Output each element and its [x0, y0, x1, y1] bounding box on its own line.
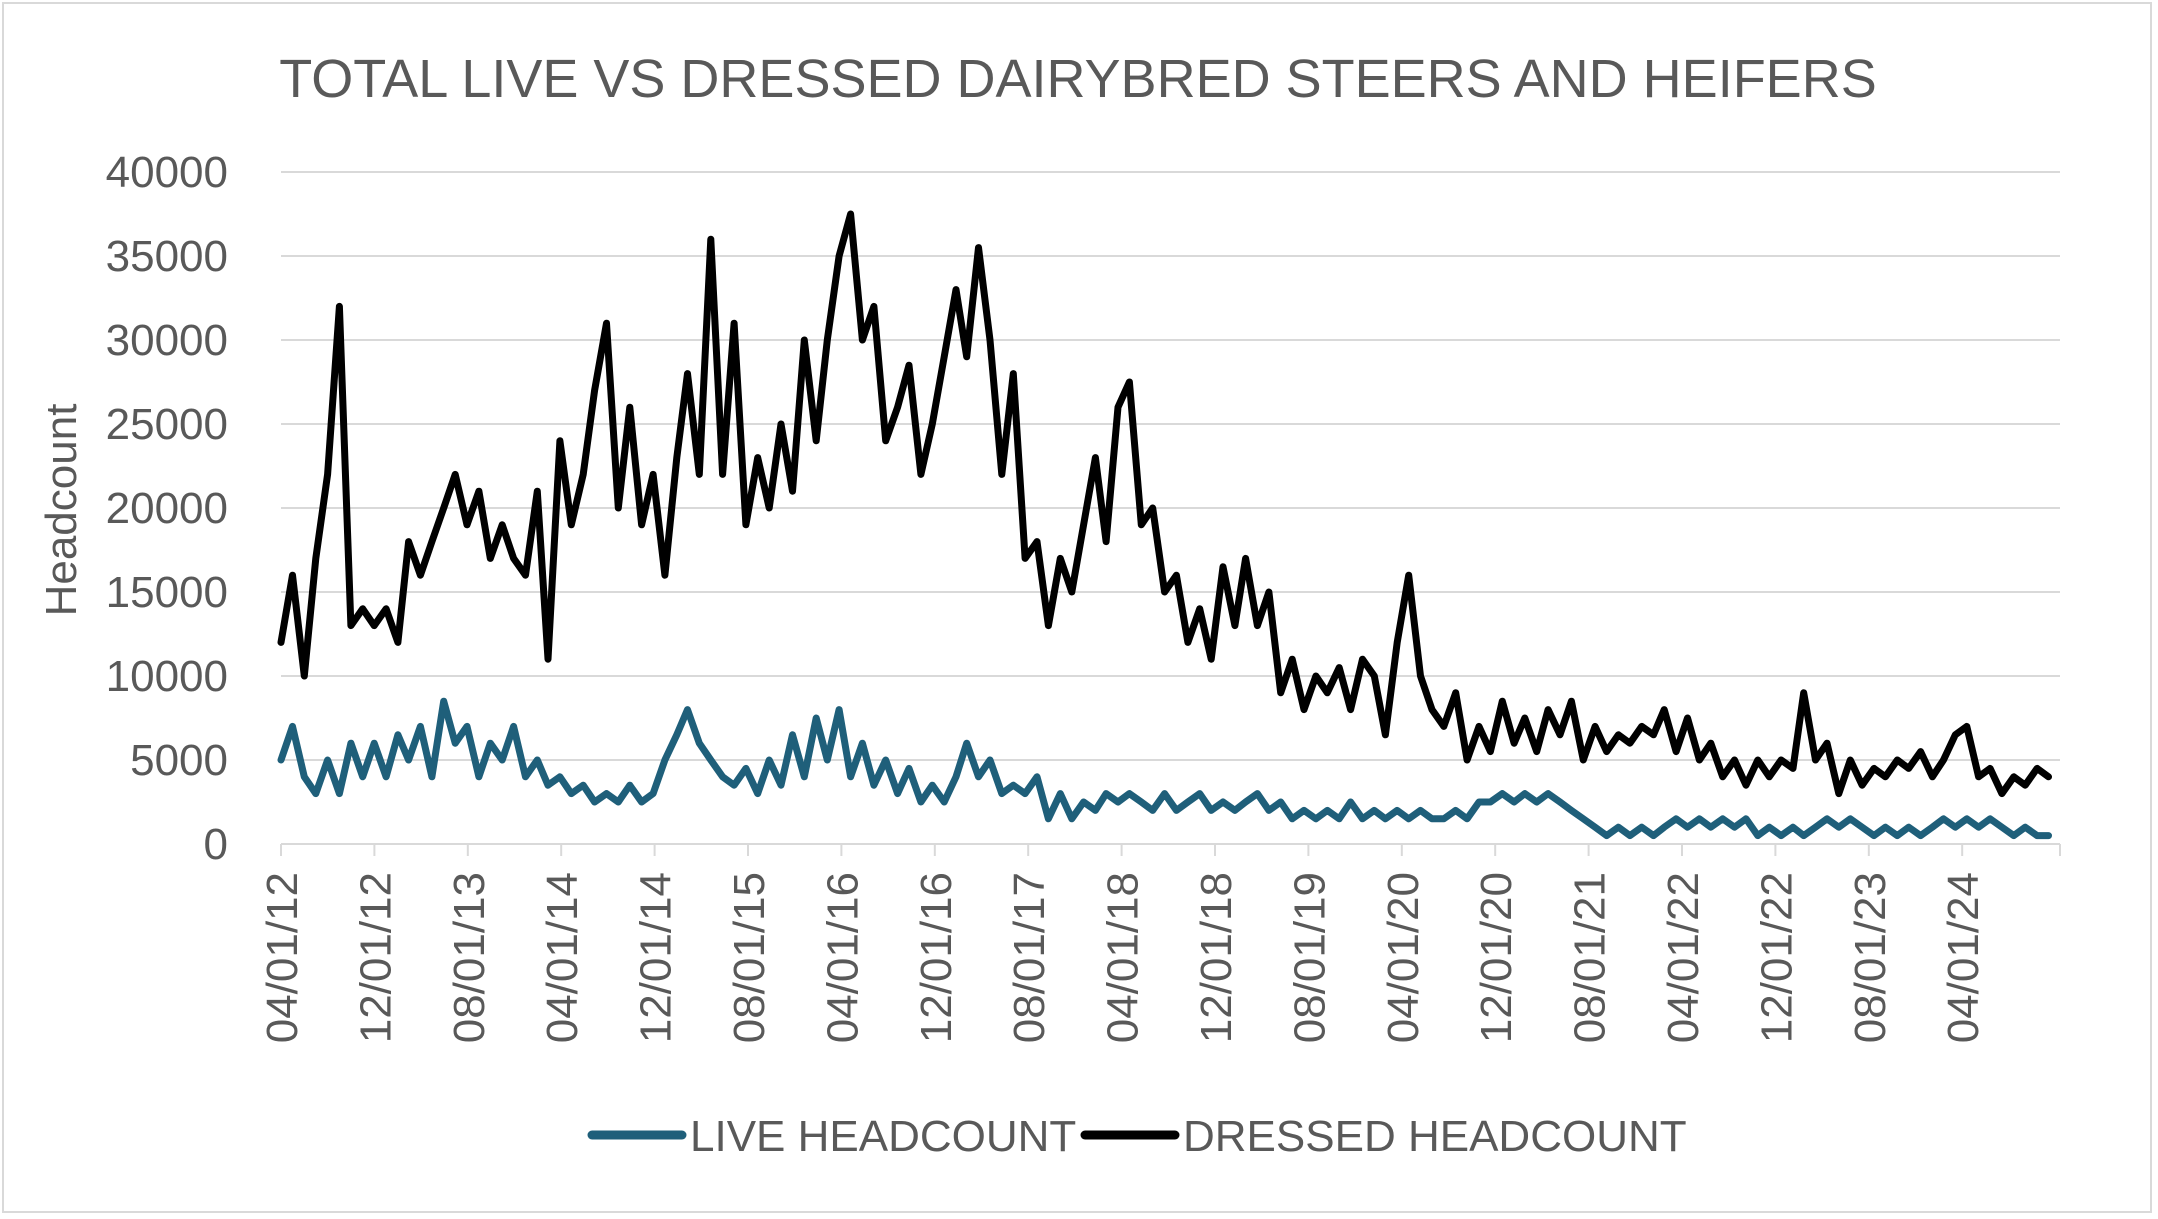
y-tick-label: 20000	[106, 484, 228, 533]
y-tick-label: 35000	[106, 232, 228, 281]
x-tick-label: 12/01/14	[632, 872, 681, 1043]
x-tick-label: 08/01/19	[1285, 872, 1334, 1043]
series-line-dressed	[277, 210, 2052, 798]
series-lines	[277, 210, 2052, 840]
y-tick-label: 30000	[106, 316, 228, 365]
x-tick-label: 04/01/14	[538, 872, 587, 1043]
x-tick-label: 04/01/24	[1939, 872, 1988, 1043]
series-line-live	[277, 697, 2052, 840]
y-tick-label: 40000	[106, 148, 228, 197]
x-tick-label: 08/01/15	[725, 872, 774, 1043]
x-tick-label: 12/01/20	[1472, 872, 1521, 1043]
x-tick-label: 08/01/13	[445, 872, 494, 1043]
y-tick-label: 25000	[106, 400, 228, 449]
legend: LIVE HEADCOUNT DRESSED HEADCOUNT	[587, 1112, 1687, 1161]
x-tick-label: 08/01/21	[1566, 872, 1615, 1043]
x-tick-label: 04/01/22	[1659, 872, 1708, 1043]
x-tick-label: 08/01/17	[1005, 872, 1054, 1043]
y-tick-label: 0	[204, 820, 228, 869]
y-axis-label: Headcount	[37, 404, 86, 617]
y-axis-ticks: 0 5000 10000 15000 20000 25000 30000 35000 40000	[106, 148, 228, 869]
y-tick-label: 5000	[130, 736, 228, 785]
x-tick-label: 12/01/22	[1752, 872, 1801, 1043]
x-tick-label: 12/01/18	[1192, 872, 1241, 1043]
x-tick-label: 04/01/20	[1379, 872, 1428, 1043]
chart-title: TOTAL LIVE VS DRESSED DAIRYBRED STEERS A…	[279, 49, 1876, 109]
legend-label-live: LIVE HEADCOUNT	[690, 1112, 1076, 1161]
y-tick-label: 15000	[106, 568, 228, 617]
legend-label-dressed: DRESSED HEADCOUNT	[1183, 1112, 1687, 1161]
x-tick-label: 04/01/18	[1099, 872, 1148, 1043]
x-tick-label: 08/01/23	[1846, 872, 1895, 1043]
x-tick-label: 04/01/12	[258, 872, 307, 1043]
x-tick-label: 12/01/16	[912, 872, 961, 1043]
x-tick-label: 04/01/16	[818, 872, 867, 1043]
x-tick-label: 12/01/12	[351, 872, 400, 1043]
y-tick-label: 10000	[106, 652, 228, 701]
x-axis: 04/01/12 12/01/12 08/01/13 04/01/14 12/01/14…	[258, 843, 2061, 1043]
